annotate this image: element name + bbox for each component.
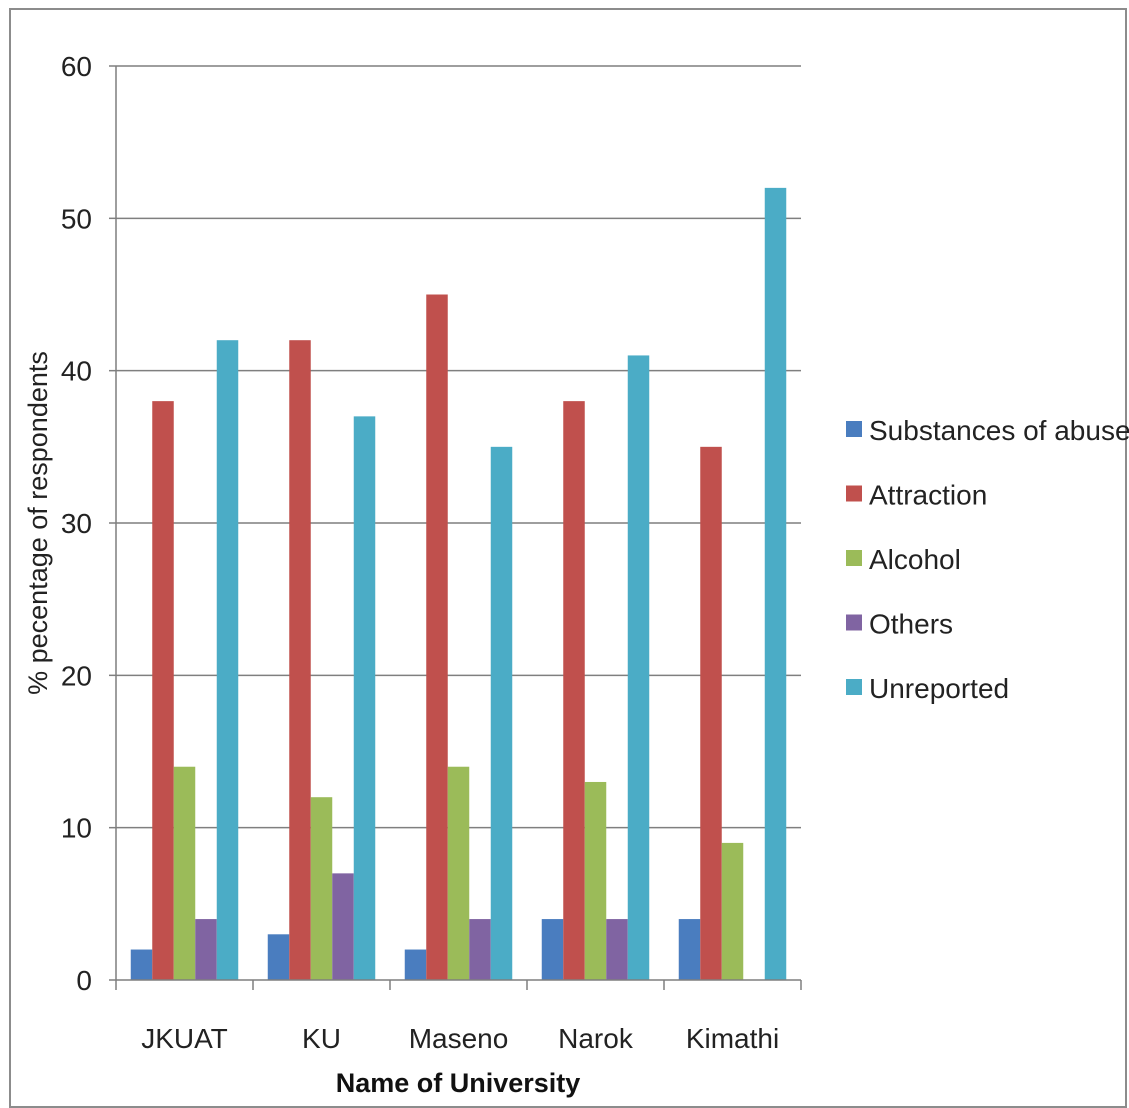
bar-alcohol-kimathi [721, 842, 744, 980]
y-tick-label: 60 [61, 51, 92, 82]
bar-attraction-kimathi [700, 446, 722, 980]
x-category-label: Narok [558, 1023, 634, 1054]
bar-alcohol-maseno [447, 766, 470, 980]
x-category-labels: JKUAT KU Maseno Narok Kimathi [141, 1023, 779, 1054]
bar-unreported-kimathi [764, 187, 787, 980]
bar-substances-of-abuse-jkuat [130, 949, 153, 980]
bar-unreported-jkuat [216, 340, 239, 980]
x-category-label: Maseno [409, 1023, 509, 1054]
y-tick-label: 30 [61, 508, 92, 539]
x-category-label: Kimathi [686, 1023, 779, 1054]
y-tick-label: 40 [61, 356, 92, 387]
legend-swatch [846, 550, 862, 566]
bar-others-jkuat [195, 919, 217, 980]
bar-others-ku [332, 873, 354, 980]
bar-attraction-narok [563, 401, 585, 981]
y-tick-label: 20 [61, 660, 92, 691]
axes [115, 66, 802, 990]
legend-swatch [846, 421, 862, 437]
x-axis-title: Name of University [336, 1068, 581, 1098]
bar-substances-of-abuse-maseno [404, 949, 427, 980]
bar-substances-of-abuse-kimathi [678, 919, 701, 980]
legend-swatch [846, 679, 862, 695]
bar-unreported-maseno [490, 446, 513, 980]
bar-attraction-ku [289, 340, 311, 980]
bar-substances-of-abuse-narok [541, 919, 564, 980]
bar-attraction-maseno [426, 294, 448, 980]
legend-label: Alcohol [869, 544, 961, 575]
bar-unreported-ku [353, 416, 376, 980]
bar-others-maseno [469, 919, 491, 980]
bar-substances-of-abuse-ku [267, 934, 290, 980]
y-tick-label: 10 [61, 813, 92, 844]
bars [130, 187, 787, 981]
bar-unreported-narok [627, 355, 650, 980]
bar-alcohol-narok [584, 781, 607, 980]
y-tick-label: 50 [61, 203, 92, 234]
legend-label: Substances of abuse [869, 415, 1129, 446]
bar-alcohol-jkuat [173, 766, 196, 980]
bar-attraction-jkuat [152, 401, 174, 981]
y-tick-labels: 0 10 20 30 40 50 60 [61, 51, 92, 996]
legend-label: Others [869, 609, 953, 640]
legend-swatch [846, 614, 862, 631]
y-tick-label: 0 [76, 965, 92, 996]
legend-swatch [846, 485, 862, 502]
legend: Substances of abuse Attraction Alcohol Othe… [846, 415, 1129, 704]
x-category-label: JKUAT [141, 1023, 228, 1054]
legend-label: Attraction [869, 480, 987, 511]
bar-alcohol-ku [310, 797, 333, 980]
bar-others-narok [606, 919, 628, 980]
legend-label: Unreported [869, 673, 1009, 704]
x-category-label: KU [302, 1023, 341, 1054]
y-axis-title: % pecentage of respondents [23, 351, 53, 695]
